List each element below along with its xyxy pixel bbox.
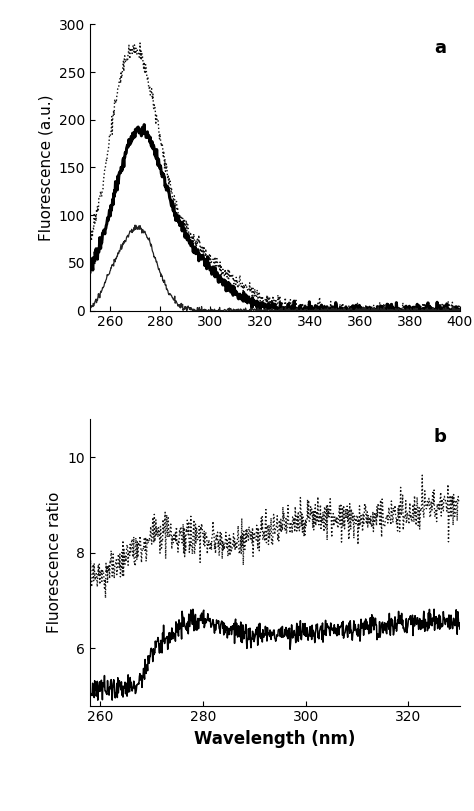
X-axis label: Wavelength (nm): Wavelength (nm) bbox=[194, 730, 356, 748]
Y-axis label: Fluorescence ratio: Fluorescence ratio bbox=[47, 491, 62, 633]
Text: a: a bbox=[434, 39, 446, 57]
Text: b: b bbox=[434, 428, 447, 446]
Y-axis label: Fluorescence (a.u.): Fluorescence (a.u.) bbox=[38, 94, 53, 241]
